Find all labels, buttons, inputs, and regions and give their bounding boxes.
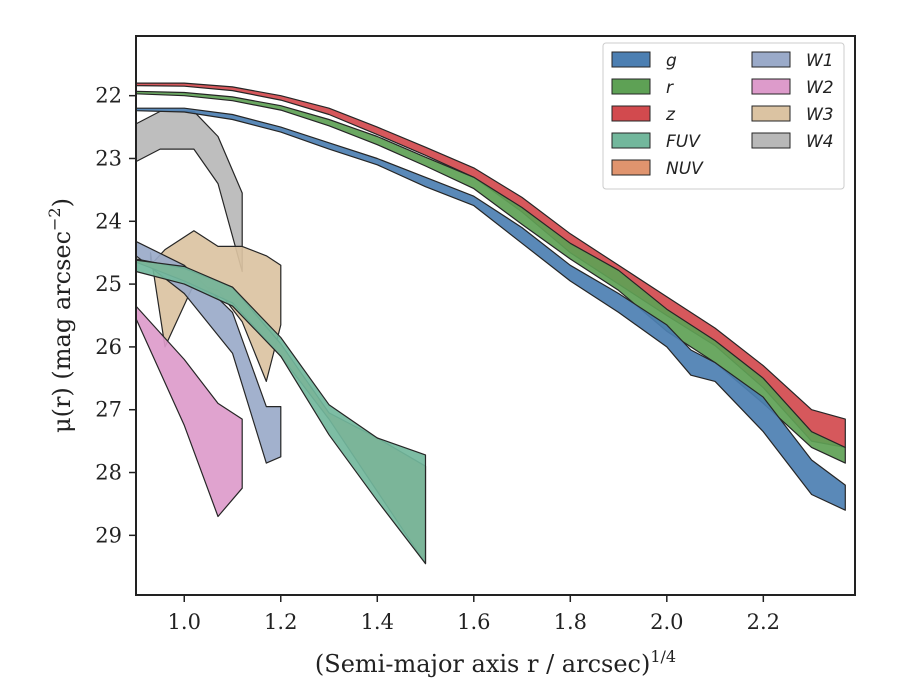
legend-swatch-w2 [751, 78, 791, 95]
x-tick-label: 1.2 [264, 610, 297, 634]
x-tick-label: 1.4 [361, 610, 394, 634]
band-w2 [135, 305, 243, 518]
y-tick-label: 29 [95, 523, 122, 547]
legend-label-w2: W2 [806, 78, 834, 98]
legend-swatch-w3 [751, 105, 791, 122]
x-tick-label: 2.0 [650, 610, 683, 634]
y-tick-label: 28 [95, 461, 122, 485]
band-g [135, 107, 846, 511]
legend-label-fuv: FUV [666, 132, 701, 152]
plot-bands [135, 82, 846, 565]
axes: 1.0 1.2 1.4 1.6 1.8 2.0 2.2 22 23 24 25 26 27 28 29 [95, 84, 780, 634]
legend: grz FUV NUV W1 W2 W3 W4 [602, 42, 845, 190]
x-tick-label: 1.0 [168, 610, 201, 634]
band-fuv [135, 259, 427, 565]
legend-label-g: g [666, 51, 677, 71]
plot-frame [135, 35, 856, 596]
x-tick-label: 1.8 [554, 610, 587, 634]
y-tick-label: 26 [95, 335, 122, 359]
legend-swatch-g [611, 51, 651, 68]
legend-label-r: r [666, 78, 674, 98]
legend-swatch-nuv [611, 159, 651, 176]
legend-label-w4: W4 [806, 132, 834, 152]
y-tick-label: 27 [95, 398, 122, 422]
legend-label-w1: W1 [806, 51, 834, 71]
legend-swatch-w4 [751, 132, 791, 149]
band-r [135, 90, 846, 464]
legend-label-z: z [665, 105, 676, 125]
x-tick-label: 2.2 [747, 610, 780, 634]
y-tick-label: 24 [95, 209, 122, 233]
y-axis-label: μ(r) (mag arcsec−2) [45, 198, 76, 433]
y-tick-label: 25 [95, 272, 122, 296]
legend-swatch-w1 [751, 51, 791, 68]
legend-swatch-z [611, 105, 651, 122]
y-tick-label: 23 [95, 146, 122, 170]
x-tick-label: 1.6 [457, 610, 490, 634]
legend-label-nuv: NUV [666, 159, 704, 179]
legend-swatch-fuv [611, 132, 651, 149]
y-tick-label: 22 [95, 84, 122, 108]
legend-swatch-r [611, 78, 651, 95]
x-axis-label: (Semi-major axis r / arcsec)1/4 [315, 647, 676, 678]
legend-label-w3: W3 [806, 105, 834, 125]
